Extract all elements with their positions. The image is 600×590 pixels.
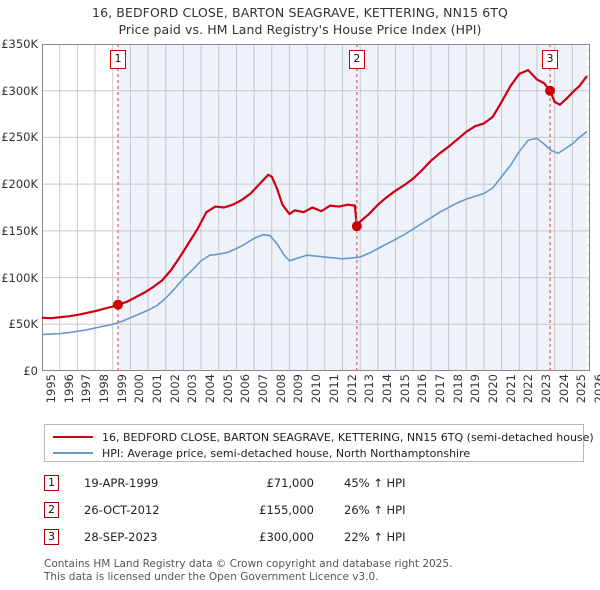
legend-item-price: 16, BEDFORD CLOSE, BARTON SEAGRAVE, KETT… bbox=[45, 429, 594, 445]
x-axis-tick-label: 2003 bbox=[185, 374, 200, 404]
legend-item-hpi: HPI: Average price, semi-detached house,… bbox=[45, 445, 583, 461]
footer-line-1: Contains HM Land Registry data © Crown c… bbox=[44, 558, 453, 570]
x-axis-tick-label: 2001 bbox=[150, 374, 165, 404]
x-axis-tick-label: 2007 bbox=[256, 374, 271, 404]
title-line-2: Price paid vs. HM Land Registry's House … bbox=[118, 22, 482, 37]
x-axis-tick-label: 2010 bbox=[309, 374, 324, 404]
transaction-hpi-delta: 22% ↑ HPI bbox=[344, 530, 406, 544]
x-axis-tick-label: 2017 bbox=[432, 374, 447, 404]
transaction-price: £155,000 bbox=[259, 503, 314, 517]
sale-marker-dot[interactable] bbox=[113, 299, 124, 310]
y-axis-tick-label: £250K bbox=[1, 130, 38, 145]
table-row[interactable]: 2 26-OCT-2012 £155,000 26% ↑ HPI bbox=[44, 499, 584, 526]
y-axis-tick-label: £150K bbox=[1, 223, 38, 238]
title-line-1: 16, BEDFORD CLOSE, BARTON SEAGRAVE, KETT… bbox=[92, 5, 508, 20]
x-axis-tick-label: 2022 bbox=[521, 374, 536, 404]
y-axis-tick-label: £50K bbox=[8, 317, 39, 332]
transaction-hpi-delta: 45% ↑ HPI bbox=[344, 476, 406, 490]
x-axis-tick-label: 2004 bbox=[203, 374, 218, 404]
y-axis-tick-label: £0 bbox=[23, 364, 38, 378]
hpi-average-line bbox=[42, 131, 588, 336]
chart-title: 16, BEDFORD CLOSE, BARTON SEAGRAVE, KETT… bbox=[0, 4, 600, 38]
x-axis-tick-label: 2019 bbox=[468, 374, 483, 404]
table-row[interactable]: 1 19-APR-1999 £71,000 45% ↑ HPI bbox=[44, 472, 584, 499]
x-axis-tick-label: 1999 bbox=[114, 374, 129, 404]
x-axis-tick-label: 1996 bbox=[61, 374, 76, 404]
sale-marker-label[interactable]: 2 bbox=[348, 50, 365, 69]
transaction-index-badge: 3 bbox=[44, 529, 59, 545]
x-axis-tick-label: 2023 bbox=[538, 374, 553, 404]
x-axis-tick-label: 2025 bbox=[574, 374, 589, 404]
transactions-table: 1 19-APR-1999 £71,000 45% ↑ HPI 2 26-OCT… bbox=[44, 472, 584, 553]
footer-line-2: This data is licensed under the Open Gov… bbox=[44, 570, 379, 583]
x-axis-tick-label: 2005 bbox=[220, 374, 235, 404]
y-axis-tick-label: £350K bbox=[1, 37, 38, 51]
y-axis-tick-label: £200K bbox=[1, 177, 38, 192]
transaction-price: £71,000 bbox=[266, 476, 314, 490]
x-axis-tick-label: 2008 bbox=[273, 374, 288, 404]
x-axis-tick-label: 2011 bbox=[326, 374, 341, 404]
price-paid-line bbox=[42, 69, 588, 320]
x-axis-tick-label: 2024 bbox=[556, 374, 571, 404]
sale-marker-label[interactable]: 3 bbox=[542, 50, 559, 69]
plot-svg bbox=[42, 44, 590, 371]
table-row[interactable]: 3 28-SEP-2023 £300,000 22% ↑ HPI bbox=[44, 526, 584, 553]
x-axis-labels: 1995 1996 1997 1998 1999 2000 2001 2002 2003 2004… bbox=[0, 374, 600, 420]
transaction-index-badge: 1 bbox=[44, 475, 59, 491]
x-axis-tick-label: 1997 bbox=[79, 374, 94, 404]
transaction-date: 26-OCT-2012 bbox=[84, 503, 160, 517]
x-axis-tick-label: 2013 bbox=[362, 374, 377, 404]
transaction-price: £300,000 bbox=[259, 530, 314, 544]
sale-marker-dot[interactable] bbox=[351, 221, 362, 232]
x-axis-tick-label: 2021 bbox=[503, 374, 518, 404]
x-axis-tick-label: 2020 bbox=[485, 374, 500, 404]
legend-label-price: 16, BEDFORD CLOSE, BARTON SEAGRAVE, KETT… bbox=[102, 430, 594, 444]
sale-marker-dot[interactable] bbox=[545, 85, 556, 96]
x-axis-tick-label: 2002 bbox=[167, 374, 182, 404]
y-axis-labels: £0 £50K £100K £150K £200K £250K £300K £350K bbox=[0, 38, 42, 377]
transaction-date: 19-APR-1999 bbox=[84, 476, 159, 490]
sale-marker-label[interactable]: 1 bbox=[110, 50, 126, 69]
x-axis-tick-label: 2000 bbox=[132, 374, 147, 404]
y-axis-tick-label: £300K bbox=[1, 83, 38, 98]
x-axis-tick-label: 2026 bbox=[592, 374, 600, 404]
x-axis-tick-label: 1998 bbox=[97, 374, 112, 404]
transaction-date: 28-SEP-2023 bbox=[84, 530, 158, 544]
x-axis-tick-label: 2009 bbox=[291, 374, 306, 404]
x-axis-tick-label: 2016 bbox=[415, 374, 430, 404]
x-axis-tick-label: 2012 bbox=[344, 374, 359, 404]
transaction-hpi-delta: 26% ↑ HPI bbox=[344, 503, 406, 517]
copyright-footer: Contains HM Land Registry data © Crown c… bbox=[44, 558, 584, 583]
legend-label-hpi: HPI: Average price, semi-detached house,… bbox=[102, 446, 471, 460]
transaction-index-badge: 2 bbox=[44, 502, 59, 518]
plot-area: 1 2 3 bbox=[42, 44, 590, 371]
y-axis-tick-label: £100K bbox=[1, 270, 38, 285]
x-axis-tick-label: 2015 bbox=[397, 374, 412, 404]
legend-swatch-hpi bbox=[53, 452, 93, 454]
x-axis-tick-label: 2018 bbox=[450, 374, 465, 404]
chart-legend: 16, BEDFORD CLOSE, BARTON SEAGRAVE, KETT… bbox=[44, 424, 594, 462]
x-axis-tick-label: 1995 bbox=[44, 374, 58, 404]
x-axis-tick-label: 2006 bbox=[238, 374, 253, 404]
legend-swatch-price bbox=[53, 436, 93, 438]
x-axis-tick-label: 2014 bbox=[379, 374, 394, 404]
